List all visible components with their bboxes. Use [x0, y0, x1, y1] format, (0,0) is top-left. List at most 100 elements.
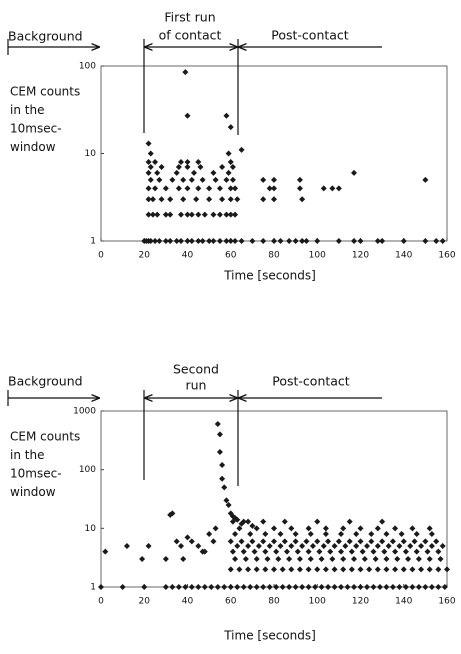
x-tick-label: 140	[395, 597, 412, 607]
data-point	[216, 185, 223, 192]
data-point	[366, 566, 373, 573]
data-point	[273, 584, 280, 590]
data-point	[305, 584, 312, 590]
data-point	[154, 211, 161, 218]
data-point	[152, 158, 159, 165]
data-point	[370, 584, 377, 590]
data-point	[195, 238, 202, 244]
data-point	[299, 584, 306, 590]
data-point	[253, 566, 260, 573]
data-point	[145, 211, 152, 218]
data-point	[368, 531, 375, 538]
data-point	[392, 566, 399, 573]
data-point	[216, 211, 223, 218]
data-point	[331, 584, 338, 590]
data-point	[145, 196, 152, 203]
data-point	[296, 185, 303, 192]
data-point	[322, 531, 329, 538]
data-point	[206, 185, 213, 192]
data-point	[444, 566, 450, 573]
data-point	[346, 518, 353, 525]
data-point	[147, 150, 154, 157]
data-point	[227, 238, 234, 244]
data-point	[292, 531, 299, 538]
data-point	[372, 556, 379, 563]
data-point	[141, 584, 148, 590]
data-point	[286, 238, 293, 244]
data-point	[184, 112, 191, 119]
data-point	[286, 556, 293, 563]
data-point	[195, 584, 202, 590]
data-point	[299, 238, 306, 244]
data-point	[199, 176, 206, 183]
data-point	[156, 238, 163, 244]
data-point	[389, 538, 396, 545]
data-point	[277, 542, 284, 549]
data-point	[182, 584, 189, 590]
data-point	[424, 548, 431, 555]
y-tick-label: 100	[79, 465, 96, 475]
data-point	[379, 518, 386, 525]
data-point	[271, 238, 277, 244]
data-point	[283, 548, 290, 555]
data-point	[242, 556, 249, 563]
data-point	[147, 176, 154, 183]
data-point	[279, 584, 286, 590]
annotation: Post-contact	[272, 374, 350, 389]
data-point	[279, 566, 286, 573]
data-point	[260, 538, 267, 545]
data-point	[389, 584, 396, 590]
x-tick-label: 40	[182, 597, 194, 607]
x-tick-label: 80	[268, 251, 280, 261]
data-point	[288, 566, 295, 573]
data-point	[182, 69, 189, 76]
data-point	[223, 112, 230, 119]
data-point	[405, 556, 412, 563]
data-point	[266, 584, 273, 590]
data-point	[201, 548, 208, 555]
data-point	[383, 531, 390, 538]
data-point	[305, 525, 312, 532]
data-point	[149, 211, 156, 218]
data-point	[147, 238, 154, 244]
data-point	[422, 584, 429, 590]
data-point	[353, 531, 360, 538]
data-point	[271, 525, 277, 532]
data-point	[266, 542, 273, 549]
data-point	[281, 538, 288, 545]
data-point	[329, 185, 336, 192]
data-point	[340, 525, 347, 532]
data-point	[428, 542, 435, 549]
data-point	[348, 566, 355, 573]
data-point	[260, 238, 267, 244]
data-point	[357, 238, 364, 244]
data-point	[184, 158, 191, 165]
x-tick-label: 100	[309, 251, 326, 261]
data-point	[227, 185, 234, 192]
data-point	[262, 566, 269, 573]
data-point	[335, 238, 342, 244]
data-point	[288, 542, 295, 549]
data-point	[195, 211, 202, 218]
data-point	[327, 548, 334, 555]
x-tick-label: 160	[438, 597, 455, 607]
data-point	[381, 548, 388, 555]
x-tick-label: 120	[352, 251, 369, 261]
y-tick-label: 100	[79, 62, 96, 72]
data-point	[264, 556, 271, 563]
data-point	[376, 584, 383, 590]
data-point	[238, 146, 245, 153]
data-point	[418, 542, 425, 549]
data-point	[260, 584, 267, 590]
x-tick-label: 0	[98, 597, 104, 607]
data-point	[353, 542, 360, 549]
data-point	[227, 196, 234, 203]
data-point	[361, 556, 368, 563]
data-point	[245, 566, 252, 573]
data-point	[188, 538, 195, 545]
data-point	[212, 525, 219, 532]
data-point	[188, 211, 195, 218]
data-point	[351, 556, 358, 563]
data-point	[210, 169, 217, 176]
data-point	[292, 538, 299, 545]
